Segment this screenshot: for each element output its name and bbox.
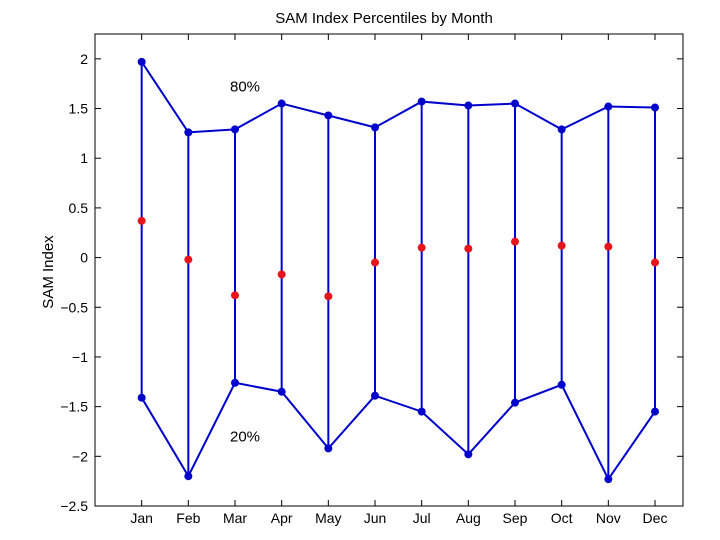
y-tick-label: −1.5 — [60, 399, 88, 415]
x-tick-label: Apr — [271, 510, 293, 526]
x-tick-label: May — [315, 510, 341, 526]
point-median-feb — [184, 255, 193, 264]
point-80th-feb — [184, 128, 193, 137]
x-tick-label: Mar — [223, 510, 247, 526]
series-line-80th — [140, 61, 656, 134]
point-20th-jul — [417, 407, 426, 416]
point-median-dec — [651, 258, 659, 267]
point-median-nov — [604, 242, 613, 251]
point-median-jul — [417, 243, 426, 252]
x-tick-label: Sep — [503, 510, 528, 526]
point-80th-mar — [231, 125, 239, 134]
annotation-label: 80% — [230, 79, 260, 96]
annotations: 80% 20% — [230, 79, 260, 446]
x-tick-label: Oct — [551, 510, 573, 526]
point-20th-aug — [464, 450, 473, 459]
point-20th-feb — [184, 472, 193, 481]
annotation-label: 20% — [230, 428, 260, 445]
y-axis: 2 1.5 1 0.5 0 −0.5 −1 −1.5 −2 −2.5 — [60, 51, 683, 514]
point-median-jun — [371, 258, 379, 267]
plot-frame — [94, 33, 684, 507]
point-80th-dec — [651, 103, 659, 112]
plot-area — [94, 33, 684, 507]
point-80th-may — [324, 111, 333, 120]
point-median-jan — [137, 216, 146, 225]
y-tick-label: 1.5 — [69, 101, 89, 117]
x-tick-label: Jul — [413, 510, 431, 526]
x-tick-label: Aug — [456, 510, 481, 526]
y-tick-label: 2 — [80, 51, 88, 67]
x-tick-label: Feb — [176, 510, 200, 526]
y-tick-label: −2.5 — [60, 498, 88, 514]
point-80th-aug — [464, 101, 473, 110]
point-80th-apr — [277, 99, 286, 108]
point-80th-jan — [137, 57, 146, 66]
point-80th-oct — [557, 125, 566, 134]
point-median-may — [324, 292, 333, 301]
point-20th-jun — [371, 391, 379, 400]
x-tick-label: Jan — [130, 510, 153, 526]
chart-title: SAM Index Percentiles by Month — [275, 10, 493, 27]
point-20th-apr — [277, 387, 286, 396]
point-80th-jul — [417, 97, 426, 106]
point-median-apr — [277, 270, 286, 279]
point-20th-jan — [137, 393, 146, 402]
point-20th-may — [324, 444, 333, 453]
x-axis: Jan Feb Mar Apr May Jun Jul Aug Sep Oct Nov Dec — [130, 34, 667, 526]
point-20th-oct — [557, 380, 566, 389]
point-20th-dec — [651, 407, 659, 416]
y-axis-title: SAM Index — [40, 235, 57, 309]
y-tick-label: −1 — [72, 349, 88, 365]
y-tick-label: −2 — [72, 448, 88, 464]
x-tick-label: Jun — [364, 510, 387, 526]
point-median-mar — [231, 291, 239, 300]
point-20th-sep — [511, 398, 519, 407]
series-lines — [140, 61, 656, 482]
point-median-oct — [557, 241, 566, 250]
series-points — [137, 57, 659, 484]
point-80th-nov — [604, 102, 613, 111]
point-80th-jun — [371, 123, 379, 132]
y-tick-label: 0.5 — [69, 200, 89, 216]
x-tick-label: Dec — [643, 510, 668, 526]
point-80th-sep — [511, 99, 519, 108]
point-median-aug — [464, 244, 473, 253]
y-tick-label: −0.5 — [60, 299, 88, 315]
y-tick-label: 0 — [80, 250, 88, 266]
point-20th-nov — [604, 475, 613, 484]
y-tick-label: 1 — [80, 150, 88, 166]
point-median-sep — [511, 237, 519, 246]
x-tick-label: Nov — [596, 510, 621, 526]
point-20th-mar — [231, 378, 239, 387]
series-line-20th — [140, 381, 656, 482]
